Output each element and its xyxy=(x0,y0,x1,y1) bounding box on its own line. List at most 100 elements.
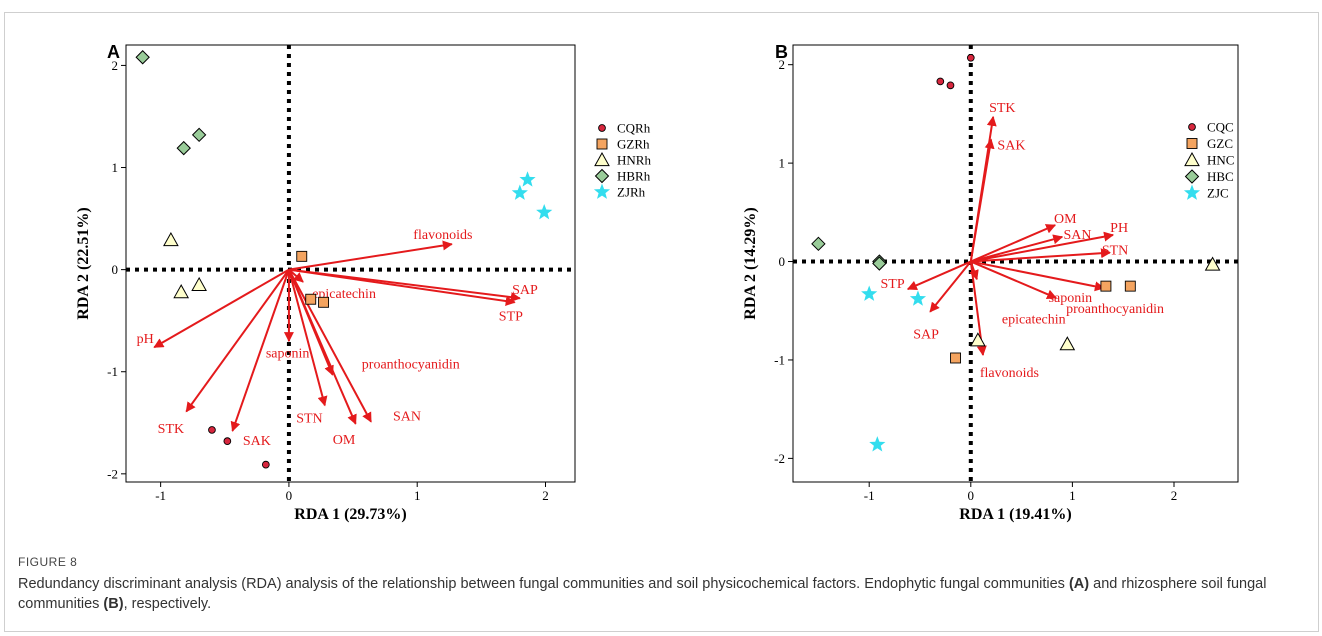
data-point-zjc xyxy=(909,290,927,306)
data-point-gzrh xyxy=(305,293,317,305)
vector-label-stp: STP xyxy=(499,310,523,325)
vector-label-stn: STN xyxy=(296,412,322,427)
panel-letter: A xyxy=(107,42,120,62)
y-tick-label: -2 xyxy=(107,466,118,481)
x-tick-label: 0 xyxy=(968,488,975,503)
vector-label-stp: STP xyxy=(881,277,905,292)
y-tick-label: 0 xyxy=(112,262,119,277)
x-axis-title: RDA 1 (19.41%) xyxy=(959,506,1071,523)
data-point-zjc xyxy=(869,436,886,452)
vector-arrow-proanthocyanidin xyxy=(287,269,334,376)
legend-marker-cqrh xyxy=(598,124,606,132)
vector-arrow-proanthocyanidin xyxy=(970,260,1058,300)
panel-letter: B xyxy=(775,42,788,62)
caption-part-3: , respectively. xyxy=(123,596,212,612)
vector-arrow-ph xyxy=(153,268,290,349)
data-point-hbrh xyxy=(176,140,191,156)
data-point-zjc xyxy=(861,285,878,301)
data-point-hbc xyxy=(872,256,887,271)
vector-arrow-om xyxy=(970,224,1057,263)
data-point-zjrh xyxy=(536,203,553,220)
legend-marker-cqc xyxy=(1188,123,1196,131)
legend-label-zjrh: ZJRh xyxy=(617,185,646,200)
caption-part-1: Redundancy discriminant analysis (RDA) a… xyxy=(18,576,1069,592)
legend-label-hbrh: HBRh xyxy=(617,169,651,184)
x-tick-label: 1 xyxy=(414,488,421,503)
vector-label-san: SAN xyxy=(393,410,421,425)
data-point-hbrh xyxy=(135,50,150,65)
vector-arrow-sap xyxy=(929,260,972,313)
data-point-cqrh xyxy=(261,460,270,469)
legend-label-gzrh: GZRh xyxy=(617,137,650,152)
vector-label-flavonoids: flavonoids xyxy=(980,366,1039,381)
vector-label-saponin: saponin xyxy=(1049,291,1093,306)
vector-arrow-sak xyxy=(230,269,290,432)
data-point-hbc xyxy=(811,236,826,252)
vector-label-saponin: saponin xyxy=(266,346,310,361)
vector-label-sak: SAK xyxy=(997,138,1025,153)
vector-arrow-san xyxy=(288,269,372,423)
legend-label-zjc: ZJC xyxy=(1207,186,1229,201)
y-tick-label: 1 xyxy=(779,156,786,171)
vector-label-flavonoids: flavonoids xyxy=(413,228,472,243)
legend-label-hbc: HBC xyxy=(1207,169,1234,184)
vector-arrow-sak xyxy=(969,138,995,262)
data-point-cqrh xyxy=(223,437,232,446)
data-point-gzc xyxy=(1124,280,1136,292)
legend-label-hnrh: HNRh xyxy=(617,153,651,168)
legend-marker-gzrh xyxy=(596,138,608,150)
vector-arrow-ph xyxy=(970,231,1115,263)
x-tick-label: 1 xyxy=(1069,488,1076,503)
data-point-zjrh xyxy=(519,171,536,187)
data-point-hbrh xyxy=(191,127,207,143)
vector-label-ph: PH xyxy=(1110,221,1128,236)
legend-marker-hbrh xyxy=(594,168,610,184)
vector-arrow-epicatechin xyxy=(288,268,304,283)
vector-arrow-stk xyxy=(185,269,290,413)
vector-label-om: OM xyxy=(333,433,356,448)
x-tick-label: 2 xyxy=(542,488,549,503)
vector-label-proanthocyanidin: proanthocyanidin xyxy=(1066,302,1164,317)
legend-label-hnc: HNC xyxy=(1207,153,1234,168)
y-tick-label: 2 xyxy=(779,57,786,72)
x-tick-label: 0 xyxy=(286,488,293,503)
vector-label-sak: SAK xyxy=(243,434,271,449)
vector-label-ph: pH xyxy=(137,332,154,347)
vector-arrow-stp xyxy=(288,268,516,306)
panel-a: A -1 0 1 2 -2 -1 0 1 2 RDA 1 (29.73%) RDA 2 (22.51%… xyxy=(75,42,651,523)
y-tick-label: -1 xyxy=(107,364,118,379)
caption-ref-b: (B) xyxy=(103,596,124,612)
vector-label-stk: STK xyxy=(158,422,184,437)
x-tick-label: -1 xyxy=(864,488,875,503)
vector-arrow-stn xyxy=(287,269,328,407)
panel-b: B -1 0 1 2 -2 -1 0 1 2 RDA 1 (19.41%) RDA 2 (14.29%… xyxy=(742,42,1239,523)
legend-marker-hbc xyxy=(1184,169,1200,184)
legend-marker-zjrh xyxy=(593,183,611,199)
legend-marker-gzc xyxy=(1186,138,1198,149)
vector-arrow-saponin xyxy=(970,260,1105,292)
legend-marker-zjc xyxy=(1183,184,1201,200)
y-axis-title: RDA 2 (22.51%) xyxy=(75,207,92,319)
y-tick-label: -1 xyxy=(774,352,785,367)
vector-label-sap: SAP xyxy=(512,283,538,298)
figure-graphic: A -1 0 1 2 -2 -1 0 1 2 RDA 1 (29.73%) RDA 2 (22.51%… xyxy=(75,42,1239,523)
y-tick-label: 0 xyxy=(779,254,786,269)
vector-label-proanthocyanidin: proanthocyanidin xyxy=(362,358,460,373)
legend-marker-hnrh xyxy=(594,151,610,167)
data-point-gzc xyxy=(1100,280,1112,292)
y-tick-label: -2 xyxy=(774,451,785,466)
data-point-cqc xyxy=(936,77,945,86)
figure-label: FIGURE 8 xyxy=(18,555,78,569)
legend-marker-hnc xyxy=(1184,151,1200,167)
data-point-zjrh xyxy=(511,184,528,200)
caption-part-2: and rhizosphere soil fungal communities xyxy=(18,576,1267,612)
data-point-gzrh xyxy=(318,296,330,308)
vector-label-om: OM xyxy=(1054,212,1077,227)
vector-label-sap: SAP xyxy=(913,327,939,342)
y-axis-title: RDA 2 (14.29%) xyxy=(742,207,759,319)
data-point-cqc xyxy=(946,81,955,90)
data-point-cqrh xyxy=(208,426,216,434)
data-point-cqc xyxy=(966,53,975,62)
vector-label-epicatechin: epicatechin xyxy=(1002,313,1066,328)
